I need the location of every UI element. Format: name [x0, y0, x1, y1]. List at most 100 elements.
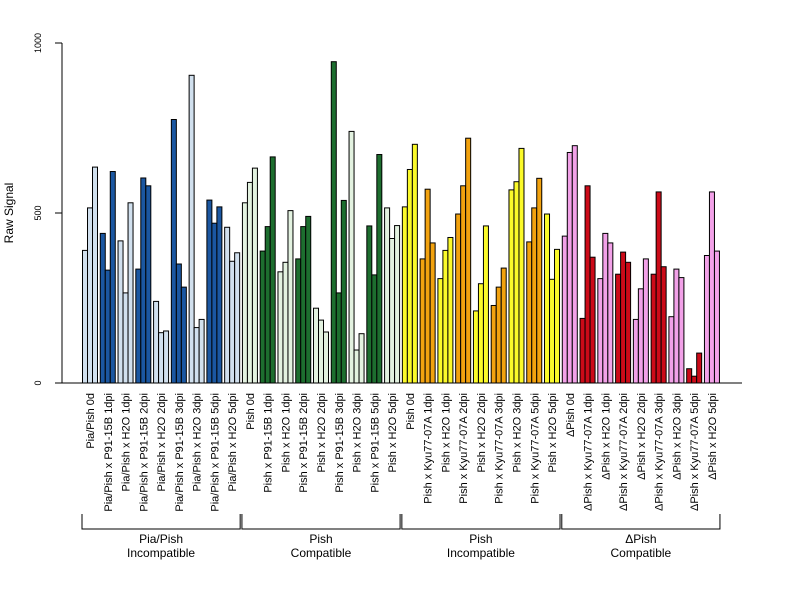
x-tick-labels: Pia/Pish 0d Pia/Pish x P91-15B 1dpi Pia/Pi… [85, 393, 719, 512]
bar [366, 225, 373, 384]
bar [465, 137, 472, 384]
group-sublabel: Compatible [291, 546, 352, 560]
bar [358, 333, 365, 384]
bar [318, 319, 325, 384]
bar [371, 274, 378, 384]
bar [668, 316, 675, 384]
bar [92, 166, 98, 384]
x-tick-label: Pish x H2O 1dpi [280, 393, 292, 472]
bar [579, 317, 586, 384]
bar [536, 177, 543, 384]
x-tick-label: Pish x H2O 5dpi [547, 393, 559, 472]
bar [607, 242, 614, 384]
x-tick-label: Pish x Kyu77-07A 5dpi [529, 393, 541, 504]
group-label: ΔPish [625, 532, 656, 546]
bar [153, 300, 160, 384]
bar [330, 61, 337, 384]
bar [300, 226, 307, 384]
bar [287, 210, 294, 384]
x-tick-label: ΔPish x Kyu77-07A 5dpi [689, 393, 701, 511]
bar [193, 327, 200, 384]
bar [206, 199, 213, 384]
x-tick-label: Pish x H2O 1dpi [440, 393, 452, 472]
bar [554, 248, 561, 384]
bar [696, 352, 703, 384]
x-tick-label: Pia/Pish x H2O 1dpi [121, 393, 133, 491]
group-bracket [241, 514, 401, 530]
bar [620, 251, 627, 384]
x-tick-label: Pish x H2O 2dpi [316, 393, 328, 472]
bar [490, 304, 497, 384]
bar [180, 286, 187, 384]
x-tick-label: ΔPish 0d [565, 393, 577, 437]
bar [526, 241, 533, 384]
x-tick-label: ΔPish x H2O 5dpi [707, 393, 719, 480]
bar [472, 310, 479, 384]
bar [518, 147, 525, 384]
bar [411, 143, 418, 384]
bar [104, 269, 111, 384]
x-tick-label: Pish x P91-15B 1dpi [263, 393, 275, 493]
bar [513, 181, 520, 384]
x-tick-label: Pia/Pish 0d [85, 393, 97, 449]
x-tick-label: Pia/Pish x P91-15B 5dpi [209, 393, 221, 512]
group-label: Pish [309, 532, 332, 546]
bar [305, 215, 312, 384]
bar [264, 226, 271, 384]
x-tick-label: Pish 0d [245, 393, 257, 430]
x-tick-label: Pish x P91-15B 3dpi [334, 393, 346, 493]
bar [229, 260, 236, 384]
x-tick-label: Pish x Kyu77-07A 2dpi [458, 393, 470, 504]
bar [135, 268, 142, 384]
bar [175, 263, 182, 384]
bar [389, 238, 396, 384]
bars [82, 61, 720, 384]
x-tick-label: Pish x H2O 3dpi [511, 393, 523, 472]
bar [678, 277, 685, 384]
bar [140, 177, 147, 384]
bar [394, 225, 401, 384]
group-bracket [81, 514, 241, 530]
bar [597, 278, 604, 384]
bar [277, 271, 284, 384]
x-tick-label: ΔPish x Kyu77-07A 2dpi [618, 393, 630, 511]
bar [401, 206, 408, 384]
x-tick-label: Pish x H2O 3dpi [352, 393, 364, 472]
bar [82, 249, 88, 384]
y-tick-label: 1000 [33, 33, 43, 53]
group-brackets: Pia/PishIncompatiblePishCompatiblePishIn… [81, 514, 721, 560]
x-tick-label: Pish x P91-15B 5dpi [369, 393, 381, 493]
bar [655, 191, 662, 384]
bar [109, 171, 116, 384]
bar [625, 261, 632, 384]
bar [500, 267, 507, 384]
bar [295, 258, 302, 384]
bar [571, 145, 578, 384]
bar [673, 268, 680, 384]
bar [211, 222, 218, 384]
bar [419, 258, 426, 384]
bar [348, 130, 355, 384]
x-tick-label: Pish x Kyu77-07A 1dpi [423, 393, 435, 504]
x-tick-label: ΔPish x Kyu77-07A 3dpi [654, 393, 666, 511]
bar [241, 202, 248, 384]
x-tick-label: Pia/Pish x P91-15B 1dpi [103, 393, 115, 512]
bar [259, 250, 266, 384]
bar [99, 232, 106, 384]
x-tick-label: Pia/Pish x H2O 3dpi [192, 393, 204, 491]
bar [637, 288, 644, 384]
bar [660, 266, 667, 384]
y-tick-label: 0 [33, 380, 43, 385]
bar [455, 213, 462, 384]
bar [122, 292, 129, 384]
bar [442, 249, 449, 384]
bar [158, 332, 165, 384]
bar [234, 252, 241, 384]
bar [691, 375, 698, 384]
y-axis: 0 500 1000 [33, 33, 63, 386]
x-tick-label: ΔPish x H2O 3dpi [671, 393, 683, 480]
bar [87, 207, 93, 384]
bar [376, 154, 383, 384]
bar [323, 331, 330, 384]
bar [615, 273, 622, 384]
